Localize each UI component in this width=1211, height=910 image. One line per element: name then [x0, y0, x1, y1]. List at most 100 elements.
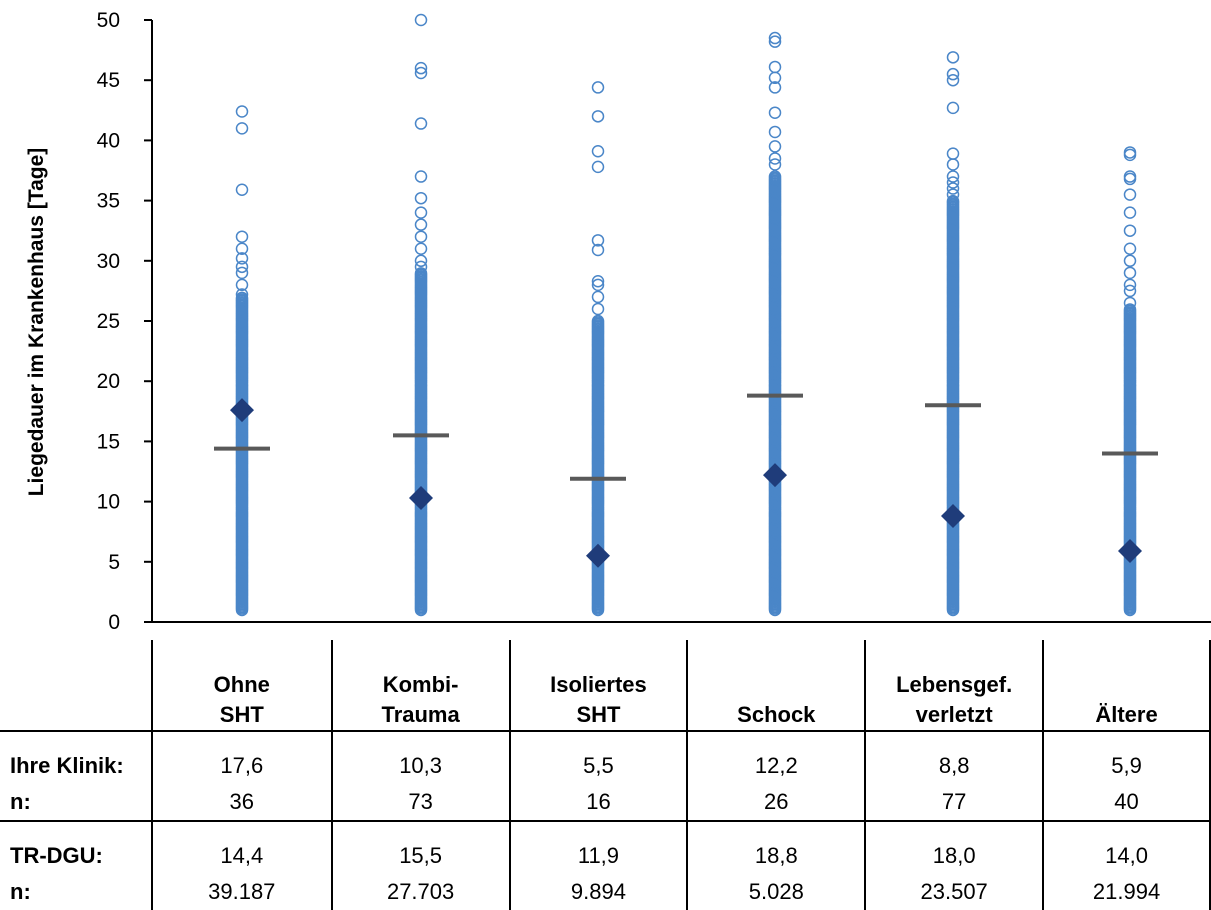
outlier-point — [768, 152, 782, 165]
y-axis-label: Liegedauer im Krankenhaus [Tage] — [25, 148, 48, 497]
klinik-mean-diamond — [941, 504, 965, 529]
outlier-point — [946, 101, 960, 115]
table-header-row: Ohne SHT Kombi- Trauma Isoliertes SHT Schoc… — [0, 640, 1211, 731]
outlier-point — [414, 61, 428, 75]
outlier-point — [1123, 170, 1137, 183]
data-point — [414, 267, 428, 280]
outlier-point — [591, 144, 605, 158]
outlier-point — [414, 170, 428, 183]
outlier-point — [414, 117, 428, 130]
row-label: TR-DGU: n: — [0, 820, 153, 910]
outlier-point — [1123, 284, 1137, 298]
outlier-point — [414, 260, 428, 274]
outlier-point — [591, 110, 605, 123]
category-header-ohne-sht: Ohne SHT — [150, 640, 333, 731]
outlier-point — [591, 278, 605, 292]
outlier-point — [591, 243, 605, 257]
outlier-point — [414, 242, 428, 256]
outlier-point — [1123, 146, 1137, 159]
outlier-point — [1123, 206, 1137, 219]
row-label: Ihre Klinik: n: — [0, 730, 153, 821]
outlier-point — [946, 176, 960, 189]
table-cell: 10,3 73 — [330, 730, 511, 821]
outlier-point — [1123, 224, 1137, 237]
outlier-point — [946, 147, 960, 160]
y-tick-label: 40 — [97, 129, 120, 152]
y-tick-label: 30 — [97, 250, 120, 273]
outlier-point — [591, 234, 605, 247]
outlier-point — [235, 242, 249, 256]
outlier-point — [591, 314, 605, 328]
outlier-point — [591, 160, 605, 174]
y-tick-label: 50 — [97, 9, 120, 32]
data-point — [235, 291, 249, 305]
outlier-point — [235, 278, 249, 292]
outlier-point — [414, 218, 428, 231]
table-row-tr-dgu: TR-DGU: n: 14,4 39.187 15,5 27.703 11,9 9.89… — [0, 820, 1211, 910]
table-cell: 18,0 23.507 — [864, 820, 1045, 910]
outlier-point — [768, 31, 782, 45]
outlier-point — [768, 81, 782, 94]
data-point — [1123, 303, 1137, 316]
outlier-point — [591, 81, 605, 94]
outlier-point — [768, 35, 782, 48]
header-empty-cell — [0, 640, 153, 731]
y-tick-label: 10 — [97, 491, 120, 514]
outlier-point — [946, 170, 960, 183]
outlier-point — [946, 67, 960, 81]
category-header-schock: Schock — [686, 640, 867, 731]
y-tick-label: 15 — [97, 430, 120, 453]
outlier-point — [768, 60, 782, 74]
outlier-point — [235, 183, 249, 197]
outlier-point — [1123, 266, 1137, 280]
klinik-mean-diamond — [409, 485, 433, 510]
table-cell: 12,2 26 — [686, 730, 867, 821]
data-point — [768, 170, 782, 183]
outlier-point — [1123, 188, 1137, 201]
outlier-point — [946, 188, 960, 201]
y-axis: 0 5 10 15 20 25 30 35 40 45 50 — [97, 9, 1211, 634]
outlier-point — [768, 106, 782, 119]
marks-layer — [214, 393, 1158, 568]
outlier-point — [946, 51, 960, 64]
y-tick-label: 25 — [97, 310, 120, 333]
outlier-point — [414, 13, 428, 27]
outlier-point — [1123, 296, 1137, 310]
klinik-mean-diamond — [586, 543, 610, 568]
outlier-point — [235, 230, 249, 243]
category-header-lebensgef-verletzt: Lebensgef. verletzt — [864, 640, 1045, 731]
outlier-point — [235, 260, 249, 274]
outlier-point — [235, 266, 249, 280]
outlier-point — [591, 275, 605, 288]
outlier-point — [591, 290, 605, 304]
table-cell: 11,9 9.894 — [508, 820, 689, 910]
category-header-kombi-trauma: Kombi- Trauma — [330, 640, 511, 731]
outlier-point — [1123, 254, 1137, 268]
outlier-point — [1123, 172, 1137, 186]
outlier-point — [414, 206, 428, 219]
distribution-layer — [235, 13, 1137, 617]
y-tick-label: 0 — [108, 611, 120, 634]
y-tick-label: 35 — [97, 190, 120, 213]
outlier-point — [946, 182, 960, 195]
outlier-point — [768, 125, 782, 139]
outlier-point — [946, 73, 960, 87]
table-row-ihre-klinik: Ihre Klinik: n: 17,6 36 10,3 73 5,5 16 12,2 2… — [0, 730, 1211, 821]
klinik-mean-diamond — [1118, 538, 1142, 563]
outlier-point — [235, 122, 249, 135]
table-cell: 18,8 5.028 — [686, 820, 867, 910]
outlier-point — [1123, 242, 1137, 256]
table-cell: 8,8 77 — [864, 730, 1045, 821]
outlier-point — [414, 230, 428, 243]
stats-table: Ohne SHT Kombi- Trauma Isoliertes SHT Schoc… — [0, 640, 1211, 910]
y-tick-label: 45 — [97, 69, 120, 92]
table-cell: 17,6 36 — [150, 730, 333, 821]
outlier-point — [591, 302, 605, 316]
outlier-point — [235, 105, 249, 118]
outlier-point — [235, 252, 249, 265]
outlier-point — [768, 140, 782, 153]
outlier-point — [946, 158, 960, 171]
table-cell: 14,0 21.994 — [1042, 820, 1211, 910]
table-cell: 5,9 40 — [1042, 730, 1211, 821]
table-cell: 15,5 27.703 — [330, 820, 511, 910]
